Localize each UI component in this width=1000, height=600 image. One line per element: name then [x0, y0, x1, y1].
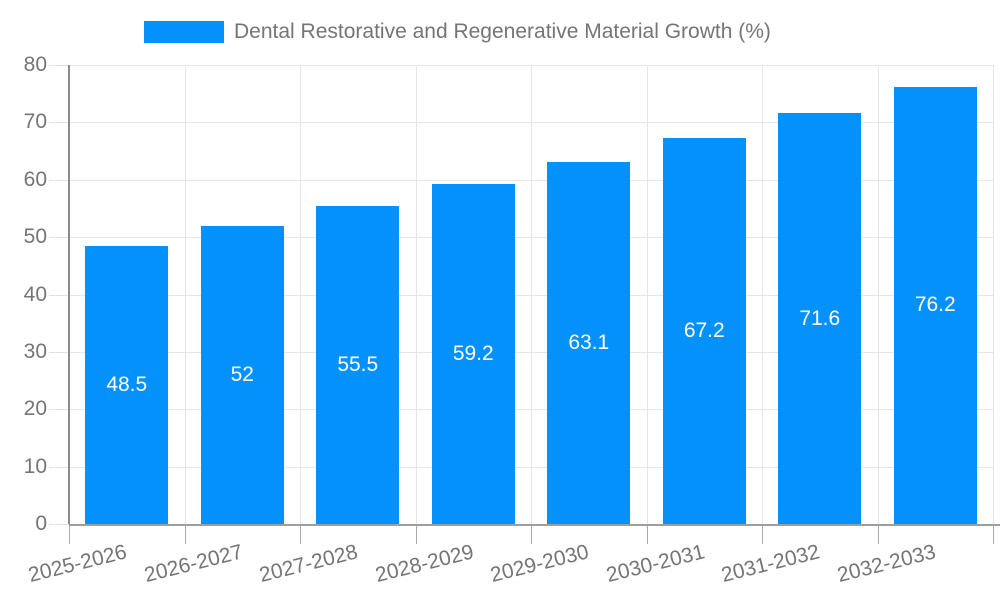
y-axis-tick-label: 50: [23, 225, 47, 249]
bar-value-label: 52: [230, 362, 254, 386]
y-axis-tick-label: 10: [23, 454, 47, 478]
x-axis-tick-label: 2026-2027: [141, 540, 245, 587]
legend-series-label: Dental Restorative and Regenerative Mate…: [234, 20, 771, 43]
bar-value-label: 76.2: [914, 293, 956, 317]
y-axis-tick: [49, 179, 69, 181]
x-gridline: [877, 65, 879, 524]
x-axis-tick-label: 2028-2029: [372, 540, 476, 587]
y-axis-tick: [49, 466, 69, 468]
x-axis-tick-label: 2031-2032: [719, 540, 823, 587]
y-axis-tick: [49, 524, 69, 525]
x-gridline: [300, 65, 301, 524]
x-axis-tick: [993, 524, 994, 544]
bar-2028-2029[interactable]: [431, 184, 515, 524]
x-gridline: [762, 65, 763, 524]
bar-value-label: 63.1: [568, 330, 610, 354]
y-axis-tick: [49, 65, 69, 66]
y-axis-tick-label: 70: [23, 110, 47, 134]
x-axis-tick: [646, 524, 648, 544]
x-axis-tick: [300, 524, 301, 544]
x-axis-tick: [415, 524, 417, 544]
bar-2031-2032[interactable]: [778, 113, 862, 524]
y-axis-tick-label: 40: [23, 282, 47, 306]
x-gridline: [993, 65, 994, 524]
x-axis-tick-label: 2025-2026: [26, 540, 130, 587]
y-axis-tick: [49, 294, 69, 296]
y-axis-tick: [49, 409, 69, 411]
y-axis-tick-label: 80: [23, 53, 47, 76]
bar-2025-2026[interactable]: [85, 245, 169, 524]
x-axis-tick: [762, 524, 763, 544]
x-axis-tick-label: 2029-2030: [488, 540, 592, 587]
x-gridline: [415, 65, 417, 524]
x-gridline: [646, 65, 648, 524]
x-gridline: [184, 65, 186, 524]
y-axis-line: [68, 65, 70, 524]
x-axis-tick: [69, 524, 70, 544]
y-axis-tick-label: 20: [23, 397, 47, 421]
bar-value-label: 48.5: [106, 372, 148, 396]
x-axis-line: [69, 524, 1000, 526]
bar-value-label: 67.2: [683, 319, 725, 343]
legend-item[interactable]: Dental Restorative and Regenerative Mate…: [144, 21, 771, 43]
y-axis-tick: [49, 351, 69, 353]
y-axis-tick: [49, 237, 69, 239]
bar-value-label: 55.5: [337, 352, 379, 376]
x-axis-tick: [531, 524, 532, 544]
bar-2032-2033[interactable]: [893, 86, 977, 524]
y-axis-tick: [49, 122, 69, 124]
x-gridline: [531, 65, 532, 524]
bar-value-label: 59.2: [452, 342, 494, 366]
x-axis-tick: [184, 524, 186, 544]
bar-value-label: 71.6: [799, 306, 841, 330]
bar-2027-2028[interactable]: [316, 205, 400, 524]
y-axis-tick-label: 30: [23, 339, 47, 363]
bar-2030-2031[interactable]: [662, 138, 746, 524]
x-axis-tick-label: 2032-2033: [834, 540, 938, 587]
x-axis-tick-label: 2027-2028: [257, 540, 361, 587]
bar-2026-2027[interactable]: [200, 225, 284, 524]
x-axis-tick-label: 2030-2031: [603, 540, 707, 587]
legend-color-swatch: [144, 21, 224, 43]
y-axis-tick-label: 60: [23, 167, 47, 191]
y-axis-tick-label: 0: [35, 512, 47, 535]
x-axis-tick: [877, 524, 879, 544]
bar-2029-2030[interactable]: [547, 161, 631, 524]
